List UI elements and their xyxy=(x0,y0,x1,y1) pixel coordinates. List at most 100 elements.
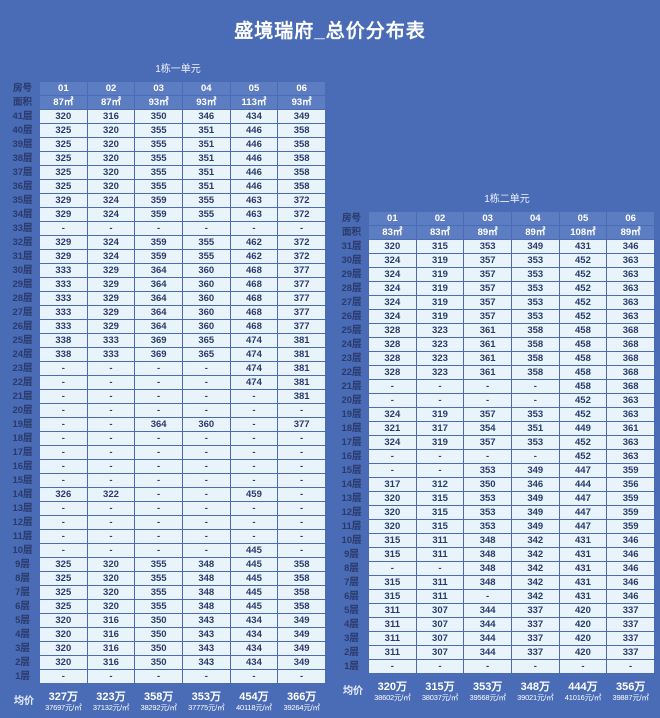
price-cell[interactable]: - xyxy=(230,460,278,473)
price-cell[interactable]: 458 xyxy=(559,338,607,351)
price-cell[interactable]: - xyxy=(464,450,511,463)
price-cell[interactable]: 377 xyxy=(278,418,325,431)
price-cell[interactable]: - xyxy=(40,418,87,431)
price-cell[interactable]: - xyxy=(87,362,135,375)
price-cell[interactable]: - xyxy=(182,446,230,459)
price-cell[interactable]: 360 xyxy=(182,320,230,333)
price-cell[interactable]: - xyxy=(278,516,325,529)
price-cell[interactable]: 325 xyxy=(40,586,87,599)
price-cell[interactable]: 368 xyxy=(607,324,654,337)
price-cell[interactable]: 363 xyxy=(607,296,654,309)
price-cell[interactable]: 311 xyxy=(369,646,416,659)
price-cell[interactable]: 355 xyxy=(135,586,182,599)
price-cell[interactable]: 346 xyxy=(182,110,230,123)
price-cell[interactable]: - xyxy=(278,670,325,683)
price-cell[interactable]: - xyxy=(278,544,325,557)
price-cell[interactable]: 449 xyxy=(559,422,607,435)
price-cell[interactable]: - xyxy=(369,562,416,575)
price-cell[interactable]: 355 xyxy=(182,250,230,263)
price-cell[interactable]: - xyxy=(369,660,416,673)
price-cell[interactable]: 459 xyxy=(230,488,278,501)
price-cell[interactable]: 333 xyxy=(40,264,87,277)
price-cell[interactable]: - xyxy=(87,670,135,683)
price-cell[interactable]: - xyxy=(135,222,182,235)
price-cell[interactable]: - xyxy=(87,376,135,389)
price-cell[interactable]: 348 xyxy=(464,548,511,561)
price-cell[interactable]: 444 xyxy=(559,478,607,491)
price-cell[interactable]: 319 xyxy=(416,310,464,323)
price-cell[interactable]: - xyxy=(87,460,135,473)
price-cell[interactable]: 359 xyxy=(135,208,182,221)
price-cell[interactable]: 343 xyxy=(182,642,230,655)
column-header-03[interactable]: 03 xyxy=(464,212,511,225)
price-cell[interactable]: 322 xyxy=(87,488,135,501)
price-cell[interactable]: 353 xyxy=(511,408,559,421)
price-cell[interactable]: 333 xyxy=(40,320,87,333)
price-cell[interactable]: 445 xyxy=(230,572,278,585)
price-cell[interactable]: - xyxy=(135,474,182,487)
price-cell[interactable]: 353 xyxy=(464,464,511,477)
column-header-04[interactable]: 04 xyxy=(182,82,230,95)
price-cell[interactable]: - xyxy=(464,590,511,603)
price-cell[interactable]: - xyxy=(416,394,464,407)
price-cell[interactable]: 445 xyxy=(230,544,278,557)
price-cell[interactable]: - xyxy=(182,432,230,445)
price-cell[interactable]: 381 xyxy=(278,376,325,389)
price-cell[interactable]: - xyxy=(230,404,278,417)
price-cell[interactable]: 369 xyxy=(135,348,182,361)
price-cell[interactable]: 355 xyxy=(182,208,230,221)
price-cell[interactable]: 338 xyxy=(40,348,87,361)
price-cell[interactable]: 349 xyxy=(511,464,559,477)
price-cell[interactable]: 320 xyxy=(87,152,135,165)
price-cell[interactable]: 358 xyxy=(511,366,559,379)
price-cell[interactable]: 315 xyxy=(416,520,464,533)
price-cell[interactable]: - xyxy=(182,502,230,515)
price-cell[interactable]: 363 xyxy=(607,408,654,421)
price-cell[interactable]: 337 xyxy=(511,604,559,617)
price-cell[interactable]: 333 xyxy=(87,334,135,347)
column-header-01[interactable]: 01 xyxy=(369,212,416,225)
price-cell[interactable]: 372 xyxy=(278,250,325,263)
price-cell[interactable]: 458 xyxy=(559,366,607,379)
price-cell[interactable]: - xyxy=(416,562,464,575)
price-cell[interactable]: - xyxy=(40,446,87,459)
price-cell[interactable]: 353 xyxy=(464,506,511,519)
price-cell[interactable]: 452 xyxy=(559,310,607,323)
price-cell[interactable]: 325 xyxy=(40,152,87,165)
price-cell[interactable]: - xyxy=(278,460,325,473)
price-cell[interactable]: 325 xyxy=(40,166,87,179)
price-cell[interactable]: 348 xyxy=(464,534,511,547)
price-cell[interactable]: 320 xyxy=(369,506,416,519)
price-cell[interactable]: 377 xyxy=(278,320,325,333)
column-header-02[interactable]: 02 xyxy=(416,212,464,225)
price-cell[interactable]: 358 xyxy=(278,152,325,165)
price-cell[interactable]: - xyxy=(607,660,654,673)
price-cell[interactable]: 446 xyxy=(230,152,278,165)
price-cell[interactable]: - xyxy=(135,488,182,501)
price-cell[interactable]: - xyxy=(87,474,135,487)
price-cell[interactable]: 447 xyxy=(559,464,607,477)
price-cell[interactable]: 358 xyxy=(278,572,325,585)
price-cell[interactable]: 358 xyxy=(278,558,325,571)
price-cell[interactable]: 325 xyxy=(40,124,87,137)
price-cell[interactable]: - xyxy=(135,544,182,557)
price-cell[interactable]: 377 xyxy=(278,278,325,291)
price-cell[interactable]: 333 xyxy=(40,306,87,319)
price-cell[interactable]: 315 xyxy=(416,492,464,505)
price-cell[interactable]: 368 xyxy=(607,338,654,351)
price-cell[interactable]: 358 xyxy=(278,180,325,193)
price-cell[interactable]: 369 xyxy=(135,334,182,347)
price-cell[interactable]: 351 xyxy=(182,138,230,151)
price-cell[interactable]: 359 xyxy=(607,492,654,505)
price-cell[interactable]: 320 xyxy=(369,520,416,533)
price-cell[interactable]: - xyxy=(87,432,135,445)
price-cell[interactable]: 319 xyxy=(416,408,464,421)
price-cell[interactable]: 359 xyxy=(607,520,654,533)
price-cell[interactable]: 349 xyxy=(511,240,559,253)
price-cell[interactable]: 328 xyxy=(369,338,416,351)
price-cell[interactable]: - xyxy=(416,450,464,463)
price-cell[interactable]: 337 xyxy=(607,604,654,617)
price-cell[interactable]: 333 xyxy=(40,278,87,291)
price-cell[interactable]: 446 xyxy=(230,166,278,179)
price-cell[interactable]: 353 xyxy=(511,310,559,323)
